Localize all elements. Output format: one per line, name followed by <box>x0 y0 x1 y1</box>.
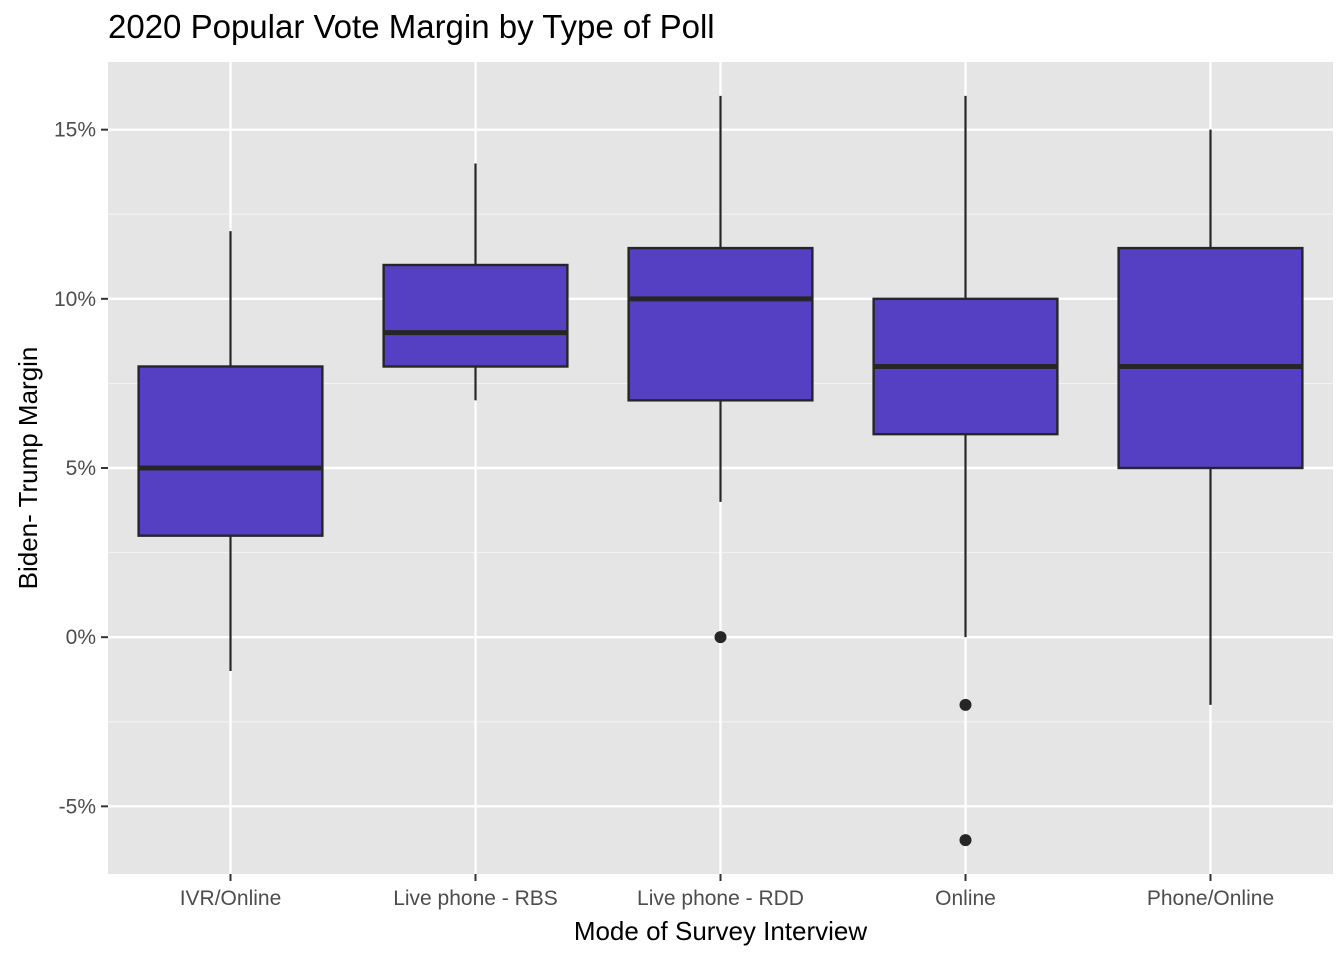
iqr-box <box>627 246 814 402</box>
x-tick-label: Online <box>935 887 996 910</box>
y-tick-label: -5% <box>59 795 96 818</box>
box-online <box>872 95 1059 847</box>
box-ivr-online <box>137 231 324 671</box>
y-tick-label: 5% <box>66 457 96 480</box>
y-axis-title: Biden- Trump Margin <box>13 347 43 590</box>
x-axis-title: Mode of Survey Interview <box>574 916 868 946</box>
box-live-phone-rdd <box>627 95 814 644</box>
y-tick-label: 15% <box>54 119 96 142</box>
box-series <box>137 95 1304 847</box>
x-tick-label: Phone/Online <box>1147 887 1274 910</box>
x-tick-label: IVR/Online <box>180 887 282 910</box>
box-phone-online <box>1117 129 1304 705</box>
outlier-point <box>959 834 972 847</box>
x-tick-label: Live phone - RDD <box>637 887 804 910</box>
y-tick-label: 10% <box>54 288 96 311</box>
iqr-box <box>382 263 569 368</box>
y-tick-label: 0% <box>66 626 96 649</box>
iqr-box <box>137 365 324 537</box>
chart-title: 2020 Popular Vote Margin by Type of Poll <box>108 8 715 45</box>
x-axis: IVR/Online Live phone - RBS Live phone - R… <box>180 874 1274 910</box>
outlier-point <box>714 631 727 644</box>
x-tick-label: Live phone - RBS <box>393 887 558 910</box>
y-axis: -5% 0% 5% 10% 15% <box>54 119 108 818</box>
outlier-point <box>959 698 972 711</box>
iqr-box <box>1117 246 1304 470</box>
box-live-phone-rbs <box>382 163 569 401</box>
